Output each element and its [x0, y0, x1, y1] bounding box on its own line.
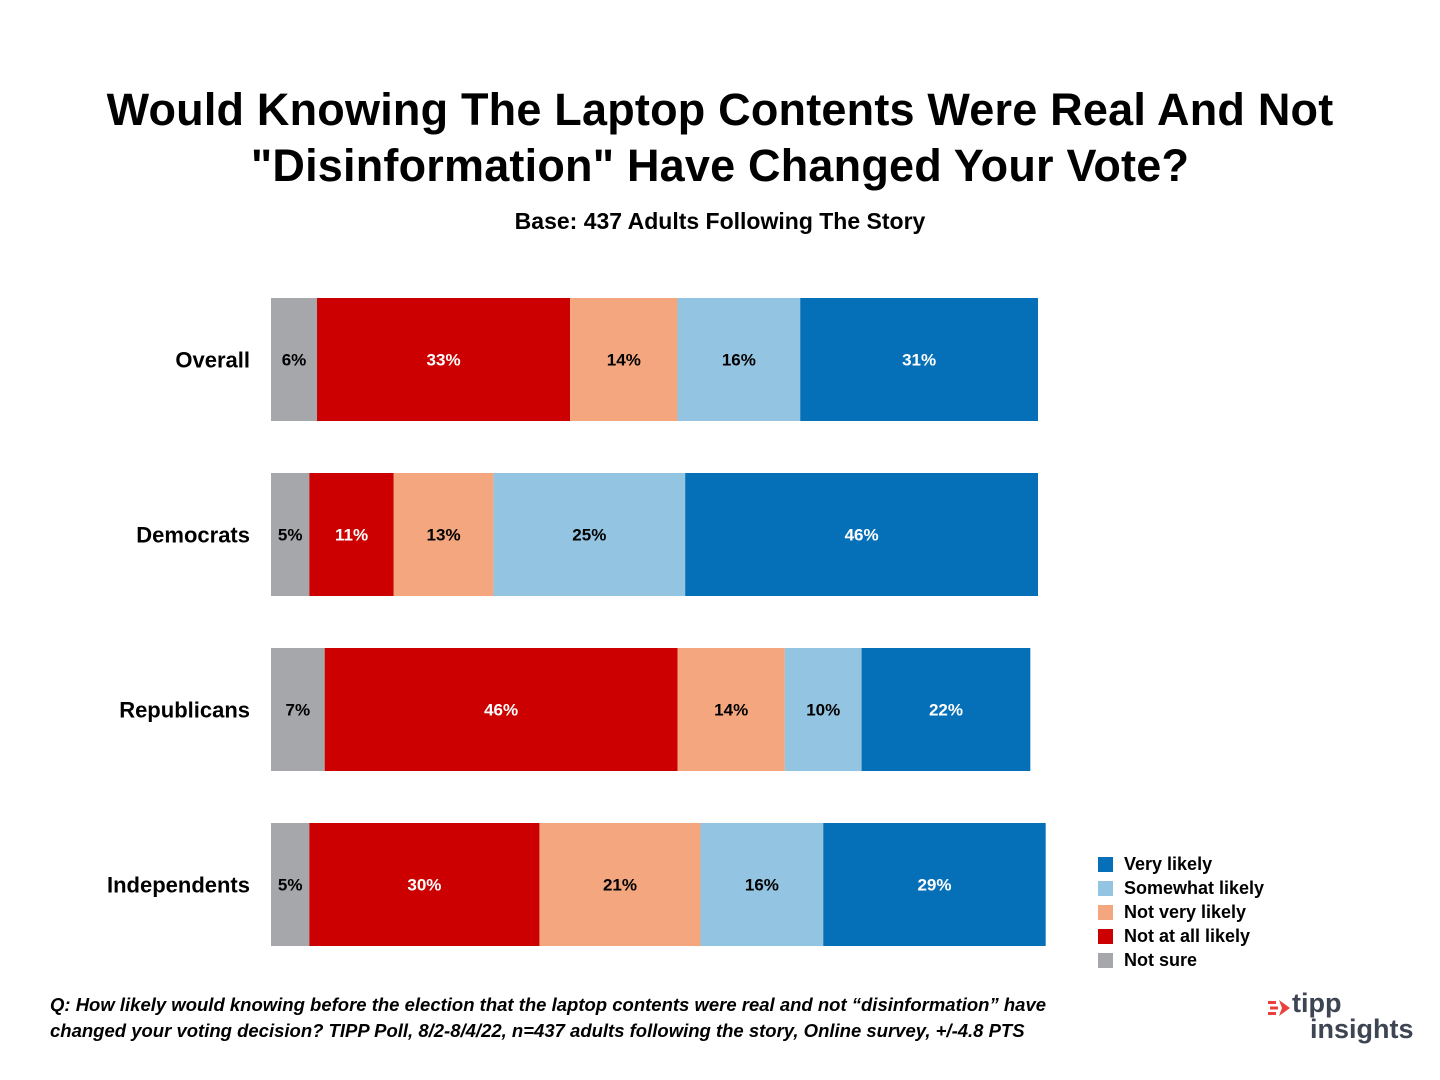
data-label-democrats-not-at-all-likely: 11%: [335, 526, 368, 545]
data-label-overall-very-likely: 31%: [902, 351, 936, 370]
logo-arrow-icon: [1268, 1000, 1290, 1016]
legend-swatch-not-at-all-likely: [1098, 928, 1113, 944]
footnote-line-1: Q: How likely would knowing before the e…: [50, 994, 1047, 1015]
category-label-republicans: Republicans: [119, 698, 250, 723]
chart-title: Would Knowing The Laptop Contents Were R…: [0, 82, 1440, 194]
bar-segment-democrats-somewhat-likely: [493, 473, 686, 596]
chart-title-line-1: Would Knowing The Laptop Contents Were R…: [106, 84, 1334, 135]
legend-swatch-very-likely: [1098, 856, 1113, 872]
data-label-republicans-somewhat-likely: 10%: [806, 701, 840, 720]
data-label-overall-not-at-all-likely: 33%: [427, 351, 461, 370]
legend-label-not-very-likely: Not very likely: [1124, 901, 1247, 922]
bar-segment-overall-somewhat-likely: [677, 298, 801, 421]
legend-item-not-at-all-likely: Not at all likely: [1098, 924, 1264, 948]
bar-segment-democrats-not-very-likely: [393, 473, 494, 596]
bar-segment-independents-not-very-likely: [539, 823, 701, 946]
legend-label-not-at-all-likely: Not at all likely: [1124, 925, 1251, 946]
data-label-democrats-somewhat-likely: 25%: [572, 526, 606, 545]
legend-label-somewhat-likely: Somewhat likely: [1124, 877, 1265, 898]
bar-row-democrats: Democrats 5% 11% 13% 25% 46%: [136, 473, 1038, 596]
legend-item-somewhat-likely: Somewhat likely: [1098, 876, 1264, 900]
logo-word-tipp: tipp: [1292, 988, 1342, 1018]
bar-row-republicans: Republicans 7% 46% 14% 10% 22%: [119, 648, 1031, 771]
bar-segment-republicans-not-at-all-likely: [324, 648, 678, 771]
data-label-republicans-very-likely: 22%: [929, 701, 963, 720]
bar-segment-overall-not-at-all-likely: [317, 298, 571, 421]
bar-segment-democrats-not-sure: [271, 473, 310, 596]
category-label-democrats: Democrats: [136, 523, 250, 548]
legend-item-not-very-likely: Not very likely: [1098, 900, 1264, 924]
chart-title-line-2: "Disinformation" Have Changed Your Vote?: [250, 140, 1190, 191]
bar-segment-republicans-not-sure: [271, 648, 325, 771]
legend-label-not-sure: Not sure: [1124, 949, 1198, 970]
legend-swatch-not-sure: [1098, 952, 1113, 968]
bar-segment-overall-not-very-likely: [570, 298, 678, 421]
bar-segment-independents-not-at-all-likely: [309, 823, 540, 946]
legend-swatch-not-very-likely: [1098, 904, 1113, 920]
data-label-republicans-not-very-likely: 14%: [714, 701, 748, 720]
data-label-democrats-not-very-likely: 13%: [427, 526, 461, 545]
data-label-overall-somewhat-likely: 16%: [722, 351, 756, 370]
data-label-democrats-very-likely: 46%: [845, 526, 879, 545]
data-label-independents-not-at-all-likely: 30%: [407, 876, 441, 895]
legend-item-not-sure: Not sure: [1098, 948, 1264, 972]
data-label-independents-not-sure: 5%: [278, 876, 303, 895]
bar-segment-republicans-not-very-likely: [677, 648, 785, 771]
data-label-independents-very-likely: 29%: [917, 876, 951, 895]
data-label-independents-not-very-likely: 21%: [603, 876, 637, 895]
legend-swatch-somewhat-likely: [1098, 880, 1113, 896]
survey-footnote: Q: How likely would knowing before the e…: [50, 992, 1200, 1044]
legend-label-very-likely: Very likely: [1124, 853, 1213, 874]
category-label-independents: Independents: [107, 873, 250, 898]
bar-segment-overall-very-likely: [800, 298, 1038, 421]
data-label-overall-not-very-likely: 14%: [607, 351, 641, 370]
chart-subtitle: Base: 437 Adults Following The Story: [514, 208, 926, 234]
bar-segment-democrats-very-likely: [685, 473, 1038, 596]
legend-item-very-likely: Very likely: [1098, 852, 1264, 876]
data-label-republicans-not-at-all-likely: 46%: [484, 701, 518, 720]
logo-word-insights: insights: [1310, 1014, 1414, 1044]
bar-row-overall: Overall 6% 33% 14% 16% 31%: [175, 298, 1038, 421]
data-label-democrats-not-sure: 5%: [278, 526, 303, 545]
bar-row-independents: Independents 5% 30% 21% 16% 29%: [107, 823, 1046, 946]
bar-segment-democrats-not-at-all-likely: [309, 473, 394, 596]
data-label-independents-somewhat-likely: 16%: [745, 876, 779, 895]
data-label-overall-not-sure: 6%: [282, 351, 307, 370]
bar-segment-independents-very-likely: [823, 823, 1046, 946]
category-label-overall: Overall: [175, 348, 250, 373]
bar-segment-independents-not-sure: [271, 823, 310, 946]
bar-segment-independents-somewhat-likely: [700, 823, 824, 946]
chart-legend: Very likely Somewhat likely Not very lik…: [1098, 852, 1264, 972]
bar-segment-republicans-very-likely: [861, 648, 1031, 771]
bar-segment-republicans-somewhat-likely: [784, 648, 862, 771]
tipp-insights-logo: tipp insights: [1268, 990, 1428, 1050]
data-label-republicans-not-sure: 7%: [286, 701, 311, 720]
bar-segment-overall-not-sure: [271, 298, 318, 421]
footnote-line-2: changed your voting decision? TIPP Poll,…: [50, 1020, 1025, 1041]
